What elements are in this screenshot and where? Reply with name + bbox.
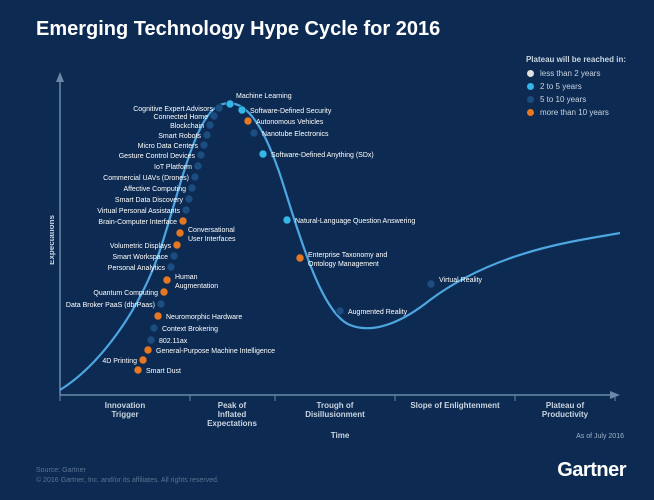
- tech-label: Smart Robots: [158, 133, 201, 140]
- tech-dot: [210, 112, 218, 120]
- tech-dot: [176, 229, 184, 237]
- tech-label: Natural-Language Question Answering: [295, 218, 415, 225]
- footer-source: Source: Gartner: [36, 466, 219, 476]
- tech-dot: [191, 173, 199, 181]
- tech-dot: [173, 241, 181, 249]
- tech-label: Enterprise Taxonomy andOntology Manageme…: [308, 252, 387, 268]
- tech-label: 4D Printing: [102, 358, 137, 365]
- tech-label: Nanotube Electronics: [262, 131, 329, 138]
- tech-dot: [170, 252, 178, 260]
- tech-dot: [296, 254, 304, 262]
- tech-dot: [188, 184, 196, 192]
- tech-label: Brain-Computer Interface: [98, 219, 177, 226]
- phase-label: Plateau ofProductivity: [542, 401, 589, 419]
- tech-dot: [336, 307, 344, 315]
- tech-label: Augmented Reality: [348, 309, 408, 316]
- page-title: Emerging Technology Hype Cycle for 2016: [36, 18, 440, 41]
- legend-item: 5 to 10 years: [526, 94, 626, 105]
- tech-label: Software-Defined Security: [250, 108, 332, 115]
- tech-label: Software-Defined Anything (SDx): [271, 152, 374, 159]
- phase-label: Peak ofInflatedExpectations: [207, 401, 257, 428]
- tech-label: Gesture Control Devices: [119, 153, 196, 160]
- legend-label: 5 to 10 years: [540, 94, 586, 105]
- tech-label: Blockchain: [170, 123, 204, 130]
- tech-label: IoT Platform: [154, 164, 192, 171]
- tech-dot: [283, 216, 291, 224]
- tech-dot: [163, 276, 171, 284]
- tech-label: Virtual Personal Assistants: [97, 208, 180, 215]
- tech-label: Smart Data Discovery: [115, 197, 184, 204]
- tech-dot: [200, 141, 208, 149]
- tech-dot: [197, 151, 205, 159]
- tech-dot: [226, 100, 234, 108]
- legend-label: less than 2 years: [540, 68, 600, 79]
- tech-dot: [134, 366, 142, 374]
- tech-dot: [182, 206, 190, 214]
- tech-label: Smart Dust: [146, 368, 181, 375]
- tech-label: Volumetric Displays: [110, 243, 172, 250]
- legend: Plateau will be reached in: less than 2 …: [526, 55, 626, 120]
- tech-dot: [238, 106, 246, 114]
- footer-attribution: Source: Gartner © 2016 Gartner, Inc. and…: [36, 466, 219, 486]
- as-of-note: As of July 2016: [576, 433, 624, 440]
- tech-label: Neuromorphic Hardware: [166, 314, 242, 321]
- legend-item: 2 to 5 years: [526, 81, 626, 92]
- tech-dot: [144, 346, 152, 354]
- x-axis-label: Time: [331, 431, 350, 440]
- tech-dot: [215, 104, 223, 112]
- legend-dot: [526, 82, 535, 91]
- brand-logo: Gartner: [557, 459, 626, 482]
- tech-dot: [244, 117, 252, 125]
- tech-label: Autonomous Vehicles: [256, 119, 324, 126]
- tech-dot: [147, 336, 155, 344]
- tech-dot: [203, 131, 211, 139]
- y-axis-arrow: [56, 72, 64, 82]
- legend-item: more than 10 years: [526, 107, 626, 118]
- phase-label: InnovationTrigger: [105, 401, 146, 419]
- y-axis-label: Expectations: [50, 215, 56, 265]
- tech-label: Commercial UAVs (Drones): [103, 175, 189, 182]
- legend-dot: [526, 95, 535, 104]
- tech-label: Affective Computing: [123, 186, 186, 193]
- legend-label: 2 to 5 years: [540, 81, 582, 92]
- tech-label: ConversationalUser Interfaces: [188, 227, 236, 243]
- legend-dot: [526, 69, 535, 78]
- tech-label: Machine Learning: [236, 93, 292, 100]
- tech-dot: [154, 312, 162, 320]
- legend-title: Plateau will be reached in:: [526, 55, 626, 64]
- phase-label: Trough ofDisillusionment: [305, 401, 365, 419]
- tech-dot: [167, 263, 175, 271]
- tech-label: Cognitive Expert Advisors: [133, 106, 213, 113]
- phase-label: Slope of Enlightenment: [410, 401, 500, 410]
- tech-dot: [150, 324, 158, 332]
- technology-labels: Smart Dust 4D Printing General-Purpose Mac…: [66, 93, 483, 375]
- tech-dot: [179, 217, 187, 225]
- tech-label: Quantum Computing: [93, 290, 158, 297]
- tech-dot: [259, 150, 267, 158]
- tech-label: Smart Workspace: [113, 254, 169, 261]
- tech-label: HumanAugmentation: [175, 274, 218, 290]
- legend-item: less than 2 years: [526, 68, 626, 79]
- tech-dot: [194, 162, 202, 170]
- tech-dot: [427, 280, 435, 288]
- phase-labels: InnovationTrigger Peak ofInflatedExpectat…: [105, 401, 589, 428]
- tech-label: Connected Home: [154, 114, 209, 121]
- tech-label: Data Broker PaaS (dbrPaas): [66, 302, 155, 309]
- tech-dot: [185, 195, 193, 203]
- tech-label: 802.11ax: [159, 338, 188, 345]
- legend-label: more than 10 years: [540, 107, 609, 118]
- tech-dot: [206, 121, 214, 129]
- tech-dot: [139, 356, 147, 364]
- tech-label: Virtual Reality: [439, 277, 483, 284]
- tech-dot: [160, 288, 168, 296]
- tech-label: Micro Data Centers: [138, 143, 199, 150]
- tech-label: Context Brokering: [162, 326, 218, 333]
- tech-label: Personal Analytics: [108, 265, 166, 272]
- tech-label: General-Purpose Machine Intelligence: [156, 348, 275, 355]
- tech-dot: [250, 129, 258, 137]
- footer-copyright: © 2016 Gartner, Inc. and/or its affiliat…: [36, 476, 219, 486]
- legend-dot: [526, 108, 535, 117]
- tech-dot: [157, 300, 165, 308]
